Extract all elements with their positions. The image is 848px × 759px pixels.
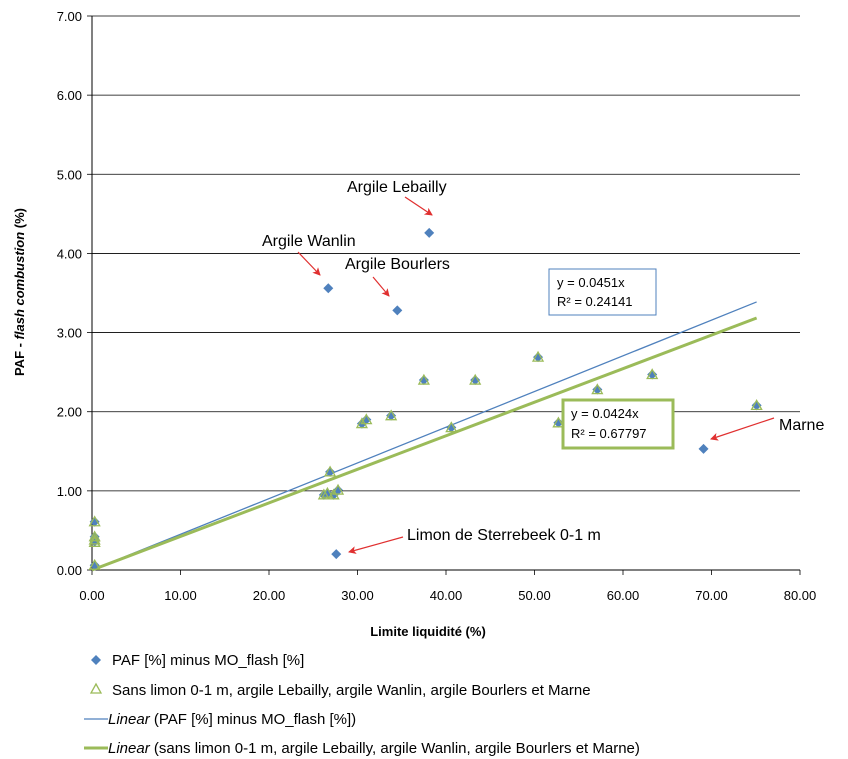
legend-diamond-marker [91,655,101,665]
series1-point [592,384,603,395]
series2-point [323,465,337,477]
series2-point [750,399,763,411]
series2-point [469,373,482,385]
series2-point [385,409,398,421]
tick-labels: 0.00 1.00 2.00 3.00 4.00 5.00 6.00 7.00 0.00 10.0… [57,9,817,603]
trend2-r2: R² = 0.67797 [571,426,647,441]
annotation-argile-lebailly: Argile Lebailly [347,179,447,196]
series1-point [698,443,709,454]
series1-point [325,466,336,477]
legend-trend1-rest: (PAF [%] minus MO_flash [%]) [150,711,356,728]
series1-point [446,422,457,433]
trend1-equation: y = 0.0451x [557,275,625,290]
x-tick-label: 0.00 [79,588,104,603]
series1-point [418,375,429,386]
arrow-argile-bourlers [372,276,390,297]
series1-point [331,549,342,560]
series2-point [646,368,659,380]
trend2-equation: y = 0.0424x [571,406,639,421]
y-tick-label: 1.00 [57,484,82,499]
x-tick-label: 50.00 [518,588,551,603]
x-tick-label: 70.00 [695,588,728,603]
y-axis-title-bold: PAF - [12,339,27,376]
legend-item-series2: Sans limon 0-1 m, argile Lebailly, argil… [89,682,591,699]
y-tick-label: 6.00 [57,88,82,103]
series2-point [552,416,565,428]
y-tick-label: 0.00 [57,563,82,578]
series2-point [417,373,430,385]
series1-point [751,400,762,411]
legend-trend2-rest: (sans limon 0-1 m, argile Lebailly, argi… [150,740,640,757]
series1-point [533,352,544,363]
x-tick-label: 10.00 [164,588,197,603]
series1-point [553,417,564,428]
y-axis-title-suffix: (%) [12,208,27,232]
arrow-limon-sterrebeek [348,536,404,554]
trend1-equation-box: y = 0.0451x R² = 0.24141 [548,268,657,316]
y-axis-title-italic: flash combustion [12,232,27,340]
series2-point [331,483,345,495]
legend-item-trend2: Linear (sans limon 0-1 m, argile Lebaill… [84,740,640,757]
arrow-marne [710,417,775,441]
arrow-argile-wanlin [297,251,321,276]
y-tick-label: 4.00 [57,246,82,261]
trend1-r2: R² = 0.24141 [557,294,633,309]
series2-point [591,383,604,395]
x-tick-label: 30.00 [341,588,374,603]
series1-point [323,283,334,294]
data-points [88,227,763,571]
series1-point [392,305,403,316]
y-tick-label: 5.00 [57,167,82,182]
grid-lines [92,15,800,492]
series1-point [424,227,435,238]
legend-item-series1: PAF [%] minus MO_flash [%] [91,652,304,669]
series1-point [89,560,100,571]
trendlines [91,301,758,572]
series2-point [88,515,101,527]
legend-label-series2: Sans limon 0-1 m, argile Lebailly, argil… [112,682,591,699]
legend: PAF [%] minus MO_flash [%] Sans limon 0-… [84,652,640,757]
annotation-marne: Marne [779,417,824,434]
series1-point [89,516,100,527]
series2-point [88,558,101,570]
trendline-2 [91,316,758,572]
series2-point [317,488,330,500]
legend-triangle-marker [89,682,103,694]
series2-point [445,421,458,433]
series2-point [321,486,334,498]
series1-point [470,375,481,386]
series1-point [647,369,658,380]
series2-point [531,350,545,362]
annotation-limon-sterrebeek: Limon de Sterrebeek 0-1 m [407,527,601,544]
legend-trend2-italic: Linear [108,740,151,757]
arrow-argile-lebailly [404,196,433,216]
x-tick-label: 20.00 [253,588,286,603]
series1-point [386,410,397,421]
legend-item-trend1: Linear (PAF [%] minus MO_flash [%]) [84,711,356,728]
y-tick-label: 7.00 [57,9,82,24]
legend-label-series1: PAF [%] minus MO_flash [%] [112,652,304,669]
series2-point [88,535,101,547]
annotation-argile-bourlers: Argile Bourlers [345,256,450,273]
x-tick-label: 40.00 [430,588,463,603]
trend2-equation-box: y = 0.0424x R² = 0.67797 [561,398,675,450]
y-tick-label: 3.00 [57,326,82,341]
series2-point [360,413,373,425]
trendline-1 [91,301,757,571]
x-axis-title: Limite liquidité (%) [370,624,486,639]
annotation-argile-wanlin: Argile Wanlin [262,233,356,250]
annotations: Argile Lebailly Argile Wanlin Argile Bou… [262,179,824,554]
series2-point [88,530,101,542]
legend-label-trend2: Linear (sans limon 0-1 m, argile Lebaill… [108,740,640,757]
y-axis-title: PAF - flash combustion (%) [12,208,27,376]
legend-label-trend1: Linear (PAF [%] minus MO_flash [%]) [108,711,356,728]
x-tick-label: 80.00 [784,588,817,603]
x-tick-label: 60.00 [607,588,640,603]
series2-point [88,533,101,545]
y-tick-label: 2.00 [57,405,82,420]
legend-trend1-italic: Linear [108,711,151,728]
axes [87,15,801,575]
